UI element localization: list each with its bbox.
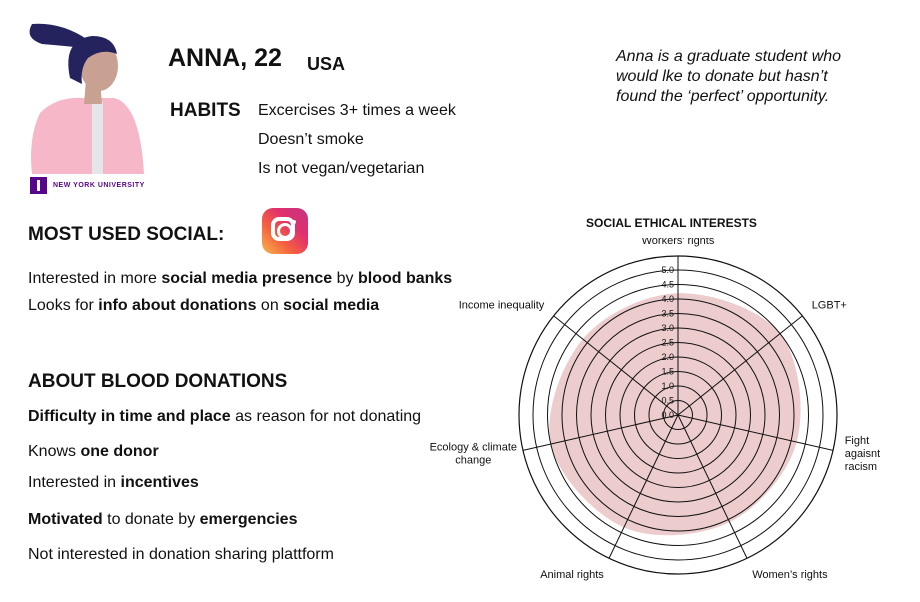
text: as reason for not donating [230,408,422,425]
social-line: Interested in more social media presence… [28,270,452,288]
bold-text: emergencies [199,511,298,528]
bold-text: incentives [120,474,199,491]
habit-item: Is not vegan/vegetarian [258,160,425,177]
avatar-ponytail [29,23,89,48]
category-label: Fight [845,435,869,447]
category-label: LGBT+ [812,299,847,311]
avatar [29,23,144,174]
donations-title: ABOUT BLOOD DONATIONS [28,371,288,392]
data-area [549,293,801,536]
tick-label: 2.0 [661,352,674,362]
spoke [677,414,748,559]
instagram-icon [262,208,308,254]
spoke [677,414,834,451]
category-label: Workers’ rights [642,238,715,247]
radar-chart: 0.0 0.5 1.0 1.5 2.0 2.5 3.0 3.5 4.0 4.5 5.0 Workers… [430,238,880,581]
persona-name: ANNA, 22 [168,44,282,72]
bold-text: social media presence [161,270,333,287]
quote-line: found the ‘perfect’ opportunity. [616,88,830,105]
tick-label: 3.0 [661,323,674,333]
text: on [256,297,284,314]
text: to donate by [102,511,200,528]
spoke [608,414,679,559]
tick-label: 1.5 [661,367,674,377]
quote-line: would lke to donate but hasn’t [616,68,828,85]
text: Looks for [28,297,99,314]
bold-text: Difficulty in time and place [28,408,231,425]
habits-title: HABITS [170,100,241,121]
category-label: agaisnt [845,448,880,460]
text: by [332,270,358,287]
institution-name: NEW YORK UNIVERSITY [53,182,145,189]
tick-label: 0.5 [661,396,674,406]
donation-line: Not interested in donation sharing platt… [28,546,334,564]
spoke [677,315,803,416]
bold-text: info about donations [98,297,257,314]
social-title: MOST USED SOCIAL: [28,224,225,245]
tick-label: 0.0 [661,410,674,420]
spoke [553,315,679,416]
bold-text: social media [283,297,380,314]
nyu-logo: NEW YORK UNIVERSITY [30,177,145,194]
social-line: Looks for info about donations on social… [28,297,379,315]
bold-text: Motivated [28,511,103,528]
category-label: Women’s rights [752,569,828,581]
tick-label: 4.5 [661,280,674,290]
tick-label: 4.0 [661,294,674,304]
bold-text: one donor [80,443,159,460]
text: Knows [28,443,81,460]
spoke [522,414,679,451]
tick-label: 2.5 [661,338,674,348]
text: Interested in more [28,270,162,287]
tick-label: 3.5 [661,309,674,319]
tick-label: 1.0 [661,381,674,391]
donation-line: Difficulty in time and place as reason f… [28,408,421,426]
category-label: Income inequality [459,299,545,311]
category-label: change [455,455,491,467]
bold-text: blood banks [357,270,453,287]
category-label: Ecology & climate [430,442,517,454]
avatar-hair [68,36,117,84]
category-label: racism [845,461,877,473]
torch-icon [30,177,47,194]
text: Not interested in donation sharing platt… [28,546,334,563]
donation-line: Motivated to donate by emergencies [28,511,297,529]
habit-item: Excercises 3+ times a week [258,102,456,119]
chart-title: SOCIAL ETHICAL INTERESTS [586,216,757,230]
habit-item: Doesn’t smoke [258,131,364,148]
quote-line: Anna is a graduate student who [616,48,842,65]
tick-label: 5.0 [661,265,674,275]
persona-quote: Anna is a graduate student who would lke… [616,47,896,107]
avatar-strap [92,102,103,174]
avatar-body [31,97,144,174]
category-label: Animal rights [540,569,604,581]
persona-country: USA [307,54,346,74]
donation-line: Knows one donor [28,443,159,461]
text: Interested in [28,474,121,491]
donation-line: Interested in incentives [28,474,199,492]
